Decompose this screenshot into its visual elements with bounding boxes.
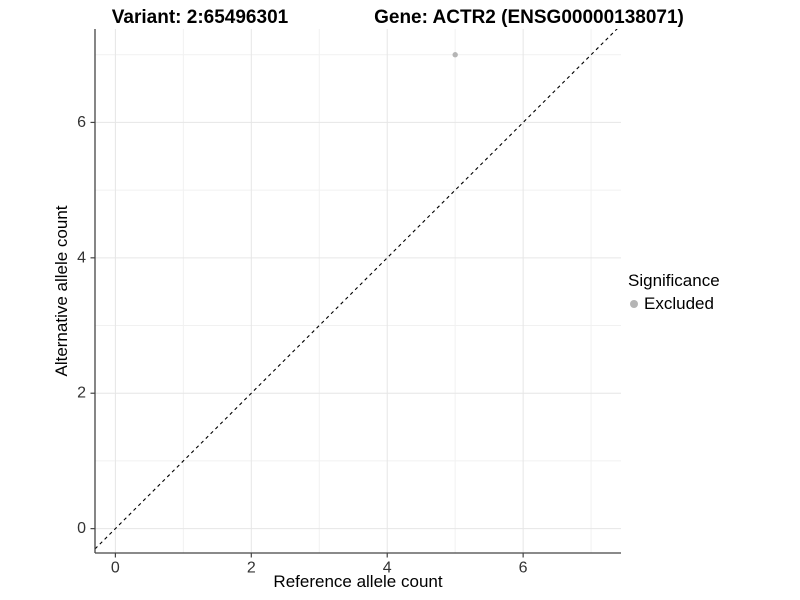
legend-item-label: Excluded (644, 294, 714, 314)
legend-point-icon (630, 299, 638, 308)
x-axis-title: Reference allele count (273, 572, 443, 591)
plot-title-variant: Variant: 2:65496301 (111, 7, 289, 28)
svg-text:2: 2 (77, 385, 86, 402)
svg-text:0: 0 (77, 520, 86, 537)
plot-title-gene: Gene: ACTR2 (ENSG00000138071) (374, 7, 684, 28)
svg-text:6: 6 (519, 559, 528, 576)
svg-text:4: 4 (383, 559, 392, 576)
svg-text:6: 6 (77, 114, 86, 131)
svg-text:2: 2 (247, 559, 256, 576)
svg-text:4: 4 (77, 249, 86, 266)
legend: Significance Excluded (628, 270, 720, 315)
svg-text:0: 0 (111, 559, 120, 576)
legend-item-excluded: Excluded (628, 293, 720, 314)
legend-title: Significance (628, 271, 720, 290)
y-axis-title: Alternative allele count (51, 205, 71, 377)
